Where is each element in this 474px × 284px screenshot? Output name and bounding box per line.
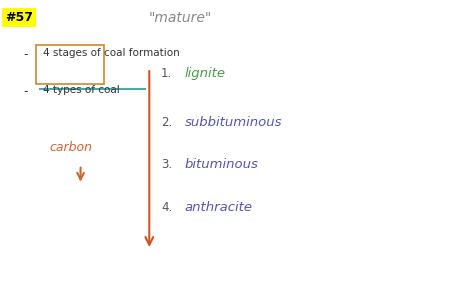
- Text: 4 types of coal: 4 types of coal: [43, 85, 119, 95]
- Text: "mature": "mature": [148, 11, 212, 25]
- Text: -: -: [24, 85, 28, 98]
- Text: bituminous: bituminous: [185, 158, 259, 171]
- Text: subbituminous: subbituminous: [185, 116, 283, 129]
- Text: 4 stages of coal formation: 4 stages of coal formation: [43, 48, 180, 58]
- Text: 2.: 2.: [161, 116, 173, 129]
- Text: #57: #57: [5, 11, 33, 24]
- Text: anthracite: anthracite: [185, 201, 253, 214]
- Text: 4.: 4.: [161, 201, 173, 214]
- Text: 1.: 1.: [161, 67, 173, 80]
- Text: carbon: carbon: [50, 141, 92, 154]
- Text: lignite: lignite: [185, 67, 226, 80]
- Text: 3.: 3.: [161, 158, 172, 171]
- Text: -: -: [24, 48, 28, 61]
